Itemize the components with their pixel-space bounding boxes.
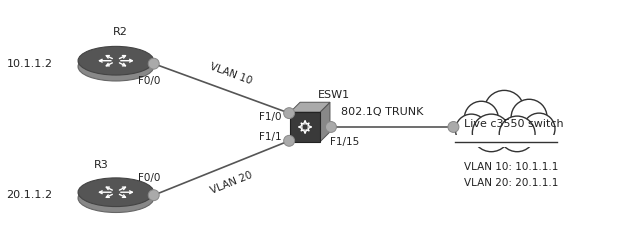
Polygon shape: [290, 102, 330, 112]
Ellipse shape: [78, 178, 154, 207]
Text: 20.1.1.2: 20.1.1.2: [6, 190, 53, 200]
Circle shape: [149, 190, 159, 201]
Text: F1/0: F1/0: [258, 112, 281, 122]
Text: 802.1Q TRUNK: 802.1Q TRUNK: [341, 107, 424, 117]
Circle shape: [464, 101, 498, 135]
Circle shape: [284, 135, 294, 146]
Text: ESW1: ESW1: [318, 90, 350, 100]
Text: 10.1.1.2: 10.1.1.2: [6, 59, 52, 69]
Circle shape: [284, 108, 294, 119]
Text: VLAN 10: 10.1.1.1: VLAN 10: 10.1.1.1: [464, 162, 559, 172]
Circle shape: [499, 116, 535, 152]
Polygon shape: [320, 102, 330, 142]
Text: F0/0: F0/0: [138, 76, 160, 86]
Text: Live c3550 switch: Live c3550 switch: [464, 119, 564, 129]
Circle shape: [448, 122, 459, 132]
Circle shape: [325, 122, 336, 132]
Circle shape: [455, 114, 487, 146]
Ellipse shape: [78, 184, 154, 213]
Circle shape: [484, 90, 524, 130]
Text: VLAN 20: 20.1.1.1: VLAN 20: 20.1.1.1: [464, 178, 559, 188]
Ellipse shape: [78, 46, 154, 75]
Text: R2: R2: [113, 27, 127, 37]
Text: F1/1: F1/1: [258, 132, 281, 142]
Circle shape: [523, 113, 555, 145]
Text: VLAN 20: VLAN 20: [209, 170, 254, 195]
Polygon shape: [78, 192, 154, 198]
Text: F1/15: F1/15: [330, 137, 359, 147]
Circle shape: [149, 58, 159, 69]
Polygon shape: [78, 61, 154, 67]
Polygon shape: [290, 112, 320, 142]
Polygon shape: [453, 135, 559, 147]
Text: R3: R3: [94, 160, 109, 170]
Circle shape: [511, 99, 547, 135]
Ellipse shape: [78, 52, 154, 81]
Text: VLAN 10: VLAN 10: [208, 62, 254, 86]
Text: F0/0: F0/0: [138, 173, 160, 183]
Circle shape: [473, 114, 510, 152]
